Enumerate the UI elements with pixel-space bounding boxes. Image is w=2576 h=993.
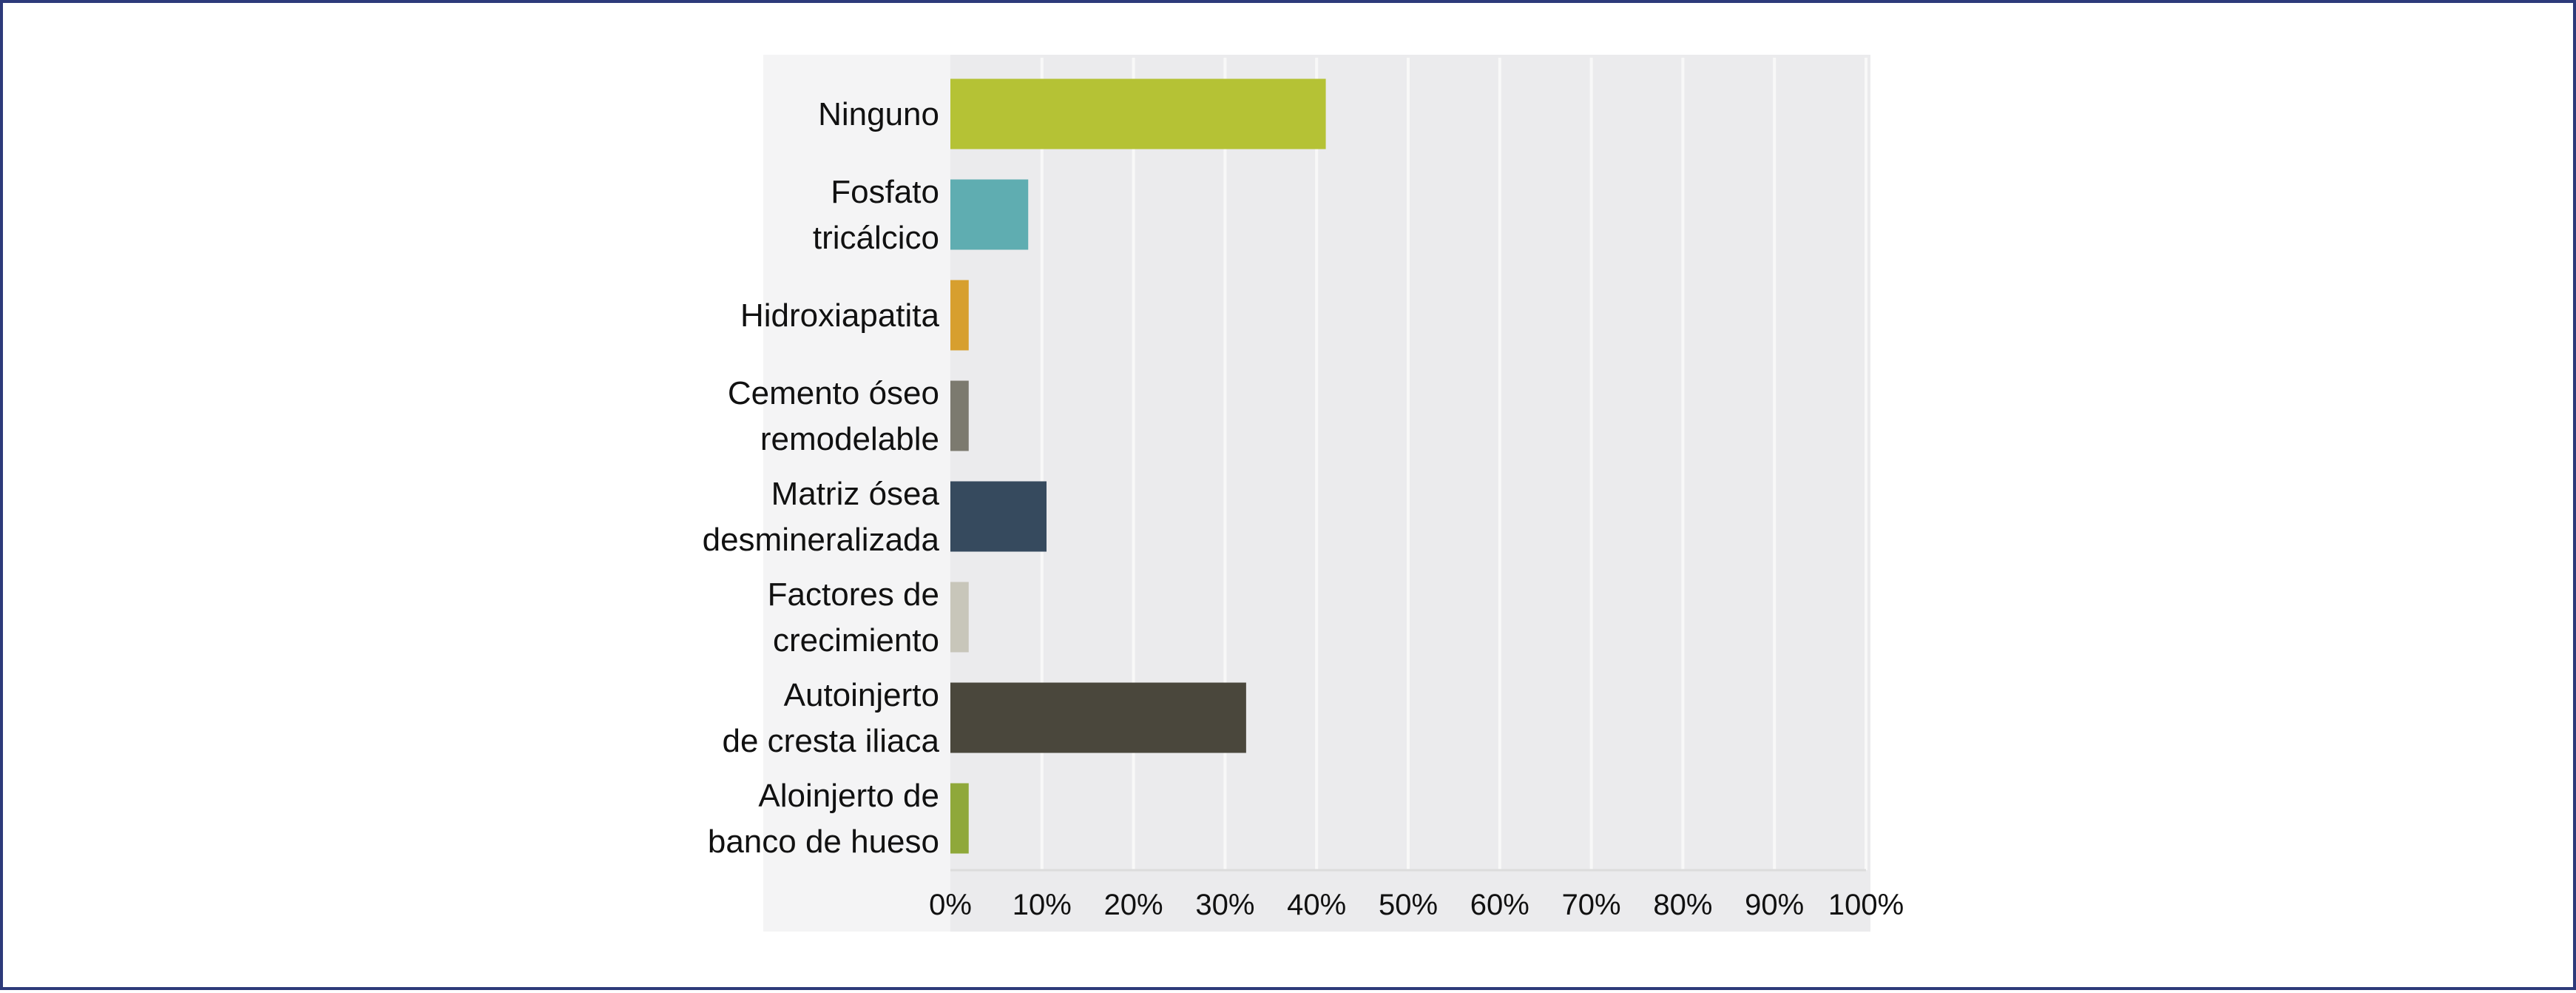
- bar: [950, 582, 969, 653]
- category-label: Fosfato tricálcico: [813, 174, 939, 256]
- x-tick-label: 30%: [1195, 889, 1254, 921]
- x-tick-label: 60%: [1470, 889, 1529, 921]
- bar: [950, 179, 1029, 250]
- category-label-line: Ninguno: [818, 96, 939, 132]
- category-label-line: tricálcico: [813, 220, 939, 256]
- x-tick-label: 40%: [1287, 889, 1346, 921]
- category-label-line: desmineralizada: [703, 522, 940, 558]
- label-area-background: [763, 55, 950, 932]
- x-tick-label: 20%: [1104, 889, 1163, 921]
- category-label: Autoinjerto de cresta iliaca: [723, 677, 940, 759]
- bar: [950, 380, 969, 451]
- x-tick-label: 50%: [1379, 889, 1438, 921]
- category-label: Ninguno: [818, 96, 939, 132]
- category-label: Hidroxiapatita: [740, 297, 940, 334]
- x-tick-label: 0%: [929, 889, 972, 921]
- category-label: Cemento óseo remodelable: [728, 375, 939, 457]
- bar: [950, 682, 1246, 753]
- category-label-line: Aloinjerto de: [758, 778, 939, 814]
- category-label: Matriz ósea desmineralizada: [703, 476, 940, 558]
- category-label-line: Fosfato: [831, 174, 939, 210]
- x-tick-labels: 0% 10% 20% 30% 40% 50% 60% 70% 80% 90% 100%: [929, 889, 1904, 921]
- category-label-line: Factores de: [768, 576, 939, 613]
- x-tick-label: 80%: [1653, 889, 1712, 921]
- bar: [950, 78, 1326, 149]
- x-tick-label: 100%: [1828, 889, 1904, 921]
- bar: [950, 481, 1047, 552]
- x-tick-label: 70%: [1562, 889, 1621, 921]
- category-label-line: de cresta iliaca: [723, 723, 940, 759]
- category-label-line: Hidroxiapatita: [740, 297, 940, 334]
- x-tick-label: 90%: [1745, 889, 1804, 921]
- category-label-line: banco de hueso: [708, 824, 939, 860]
- x-tick-label: 10%: [1013, 889, 1072, 921]
- category-label-line: crecimiento: [773, 622, 939, 659]
- category-labels: Ninguno Fosfato tricálcico Hidroxiapatita Ce…: [703, 96, 940, 860]
- category-label-line: Matriz ósea: [771, 476, 940, 512]
- bar: [950, 280, 969, 351]
- category-label: Factores de crecimiento: [768, 576, 939, 659]
- bars: [950, 78, 1326, 854]
- bar: [950, 783, 969, 854]
- gridlines: [950, 58, 1867, 872]
- category-label-line: Cemento óseo: [728, 375, 939, 411]
- category-label: Aloinjerto de banco de hueso: [708, 778, 939, 860]
- bar-chart: Ninguno Fosfato tricálcico Hidroxiapatita Ce…: [703, 55, 1904, 932]
- category-label-line: remodelable: [760, 421, 939, 457]
- category-label-line: Autoinjerto: [784, 677, 939, 713]
